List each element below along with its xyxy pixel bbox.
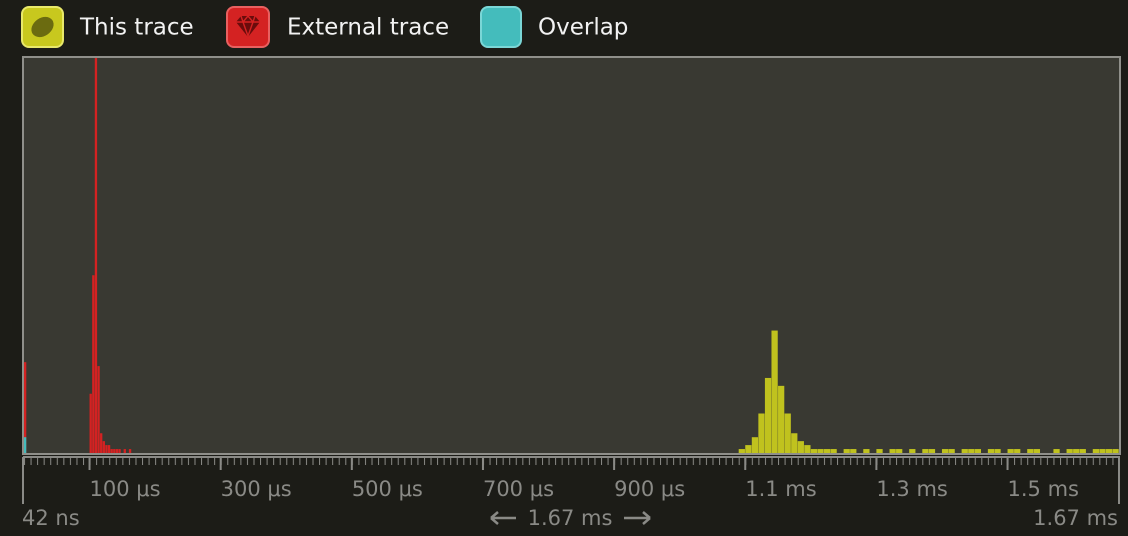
lemon-icon	[31, 16, 54, 38]
bar	[987, 449, 995, 453]
range-width: 1.67 ms	[528, 506, 613, 530]
minor-ticks	[24, 457, 1119, 467]
bar	[105, 445, 108, 453]
bar	[97, 366, 100, 453]
legend-label: External trace	[287, 15, 449, 41]
bar	[1014, 449, 1021, 453]
bar	[100, 433, 103, 453]
gem-facets	[236, 14, 260, 39]
x-tick-label: 100 μs	[90, 477, 161, 501]
range-start: 42 ns	[22, 506, 80, 530]
bar	[810, 449, 818, 453]
arrow-left	[490, 511, 516, 525]
bar	[823, 449, 831, 453]
bar	[830, 449, 837, 453]
bar	[102, 441, 105, 453]
bar	[804, 445, 811, 453]
bar	[928, 449, 936, 453]
bar	[1007, 449, 1014, 453]
bar	[1112, 449, 1119, 453]
bar	[843, 449, 850, 453]
bar	[738, 449, 745, 453]
bar	[113, 449, 116, 453]
x-tick-label: 1.1 ms	[745, 477, 816, 501]
bar	[994, 449, 1001, 453]
bar	[896, 449, 903, 453]
bar	[751, 437, 759, 453]
bar	[797, 441, 804, 453]
range-end: 1.67 ms	[1033, 506, 1118, 530]
x-tick-label: 900 μs	[614, 477, 685, 501]
gem-icon	[236, 16, 260, 37]
bar	[89, 393, 92, 453]
bar	[745, 445, 752, 453]
bar	[817, 449, 824, 453]
bar	[876, 449, 883, 453]
bar	[961, 449, 968, 453]
bar	[23, 362, 27, 453]
arrow-right	[624, 511, 651, 525]
bar	[974, 449, 982, 453]
legend-label: This trace	[79, 15, 194, 41]
bar	[922, 449, 929, 453]
bar	[118, 449, 121, 453]
bar	[778, 385, 785, 453]
bar	[764, 377, 772, 453]
bar	[107, 445, 111, 453]
bar	[771, 330, 778, 453]
bar	[1066, 449, 1073, 453]
bar	[1105, 449, 1113, 453]
x-tick-label: 500 μs	[352, 477, 423, 501]
x-axis: 100 μs 300 μs 500 μs 700 μs 900 μs 1.1 ms 1.3 …	[88, 457, 1079, 501]
bar	[128, 449, 132, 453]
legend: This trace External trace Overlap	[21, 6, 628, 48]
bar	[909, 449, 916, 453]
bar	[758, 413, 765, 453]
bar	[115, 449, 119, 453]
legend-swatch-overlap	[480, 6, 522, 48]
bar	[784, 413, 791, 453]
bar	[1079, 449, 1086, 453]
bar	[1092, 449, 1100, 453]
bar	[889, 449, 896, 453]
bar	[863, 449, 870, 453]
bars	[23, 58, 1119, 453]
bar	[1053, 449, 1060, 453]
plot-area	[22, 56, 1121, 455]
x-tick-label: 300 μs	[221, 477, 292, 501]
bar	[941, 449, 949, 453]
bar	[110, 449, 113, 453]
bar	[968, 449, 975, 453]
bar	[1033, 449, 1041, 453]
bar	[791, 433, 798, 453]
bar	[1027, 449, 1034, 453]
bar	[1073, 449, 1080, 453]
bar	[92, 275, 95, 453]
bar	[948, 449, 955, 453]
x-tick-label: 1.5 ms	[1008, 477, 1079, 501]
bar	[123, 449, 126, 453]
bar	[1099, 449, 1106, 453]
legend-label: Overlap	[538, 15, 628, 41]
bar	[23, 437, 27, 453]
bar	[94, 58, 98, 453]
x-tick-label: 1.3 ms	[876, 477, 947, 501]
x-tick-label: 700 μs	[483, 477, 554, 501]
bar	[850, 449, 857, 453]
